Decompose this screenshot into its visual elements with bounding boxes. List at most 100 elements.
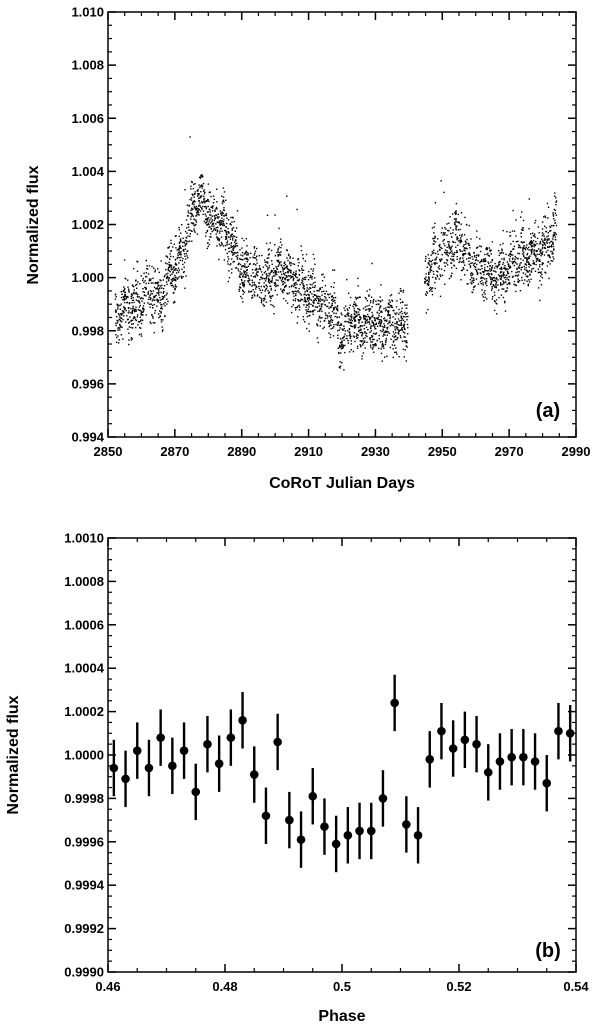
light-curve-point (519, 263, 521, 265)
light-curve-point (127, 279, 129, 281)
light-curve-point (554, 236, 557, 238)
light-curve-point (555, 214, 557, 216)
light-curve-point (117, 329, 119, 331)
light-curve-point (303, 288, 306, 290)
light-curve-point (507, 263, 509, 265)
phase-folded-y-tick-label: 0.9992 (64, 921, 104, 936)
light-curve-point (152, 290, 155, 292)
light-curve-point (440, 268, 443, 270)
light-curve-point (405, 307, 408, 309)
light-curve-point (517, 258, 519, 260)
light-curve-point (259, 267, 261, 269)
light-curve-point (407, 327, 409, 329)
light-curve-point (131, 338, 133, 340)
light-curve-point (154, 309, 156, 312)
light-curve-point (546, 241, 548, 243)
light-curve-point (489, 270, 492, 272)
light-curve-point (388, 321, 390, 323)
light-curve-point (533, 235, 536, 237)
light-curve-point (508, 283, 510, 285)
light-curve-point (382, 344, 385, 346)
light-curve-point (318, 317, 320, 319)
light-curve-point (406, 323, 409, 326)
light-curve-point (460, 237, 462, 239)
light-curve-point (135, 284, 137, 286)
light-curve-point (169, 253, 171, 255)
light-curve-point (290, 285, 293, 288)
light-curve-point (480, 276, 482, 278)
light-curve-point (530, 253, 533, 255)
phase-folded-point (437, 726, 446, 736)
light-curve-point (366, 318, 368, 320)
light-curve-point (469, 265, 472, 267)
light-curve-point (498, 297, 500, 299)
light-curve-point (341, 347, 344, 350)
light-curve-point (128, 290, 130, 292)
light-curve-point (515, 290, 517, 293)
light-curve-point (119, 325, 121, 327)
light-curve-point (256, 295, 259, 297)
light-curve-point (257, 294, 259, 296)
light-curve-point (389, 346, 391, 349)
light-curve-point (258, 287, 261, 290)
light-curve-point (154, 295, 156, 297)
light-curve-point (120, 334, 122, 336)
light-curve-point (330, 316, 332, 319)
light-curve-point (549, 263, 551, 265)
light-curve-point (172, 246, 174, 248)
light-curve-point (243, 258, 246, 260)
light-curve-point (433, 226, 435, 228)
light-curve-point (538, 259, 541, 261)
light-curve-point (396, 327, 399, 329)
light-curve-point (178, 235, 180, 238)
light-curve-point (446, 250, 448, 252)
light-curve-point (329, 293, 331, 295)
light-curve-point (309, 291, 312, 293)
light-curve-point (146, 265, 148, 267)
light-curve-point (310, 276, 312, 278)
light-curve-point (395, 347, 397, 349)
light-curve-point (152, 315, 154, 318)
light-curve-point (538, 243, 541, 245)
light-curve-point (400, 322, 402, 324)
light-curve-point (498, 250, 500, 252)
light-curve-point (527, 285, 529, 287)
light-curve-point (517, 240, 519, 242)
light-curve-point (522, 250, 524, 252)
light-curve-point (221, 211, 223, 213)
light-curve-point (226, 234, 228, 236)
light-curve-point (337, 329, 339, 332)
light-curve-point (339, 367, 341, 369)
light-curve-point (323, 276, 326, 278)
light-curve-point (486, 253, 488, 256)
light-curve-point (192, 202, 194, 204)
light-curve-point (142, 288, 144, 290)
light-curve-point (523, 251, 525, 254)
light-curve-point (552, 238, 554, 240)
light-curve-point (403, 340, 406, 342)
light-curve-point (193, 183, 195, 186)
light-curve-point (403, 323, 406, 325)
light-curve-point (360, 317, 362, 319)
light-curve-point (163, 276, 166, 278)
light-curve-point (182, 241, 184, 244)
light-curve-point (210, 236, 212, 238)
light-curve-point (221, 195, 223, 197)
light-curve-point (153, 331, 155, 334)
light-curve-point (174, 284, 177, 286)
light-curve-point (335, 312, 337, 315)
light-curve-point (462, 257, 464, 259)
light-curve-point (490, 273, 493, 275)
light-curve-point (255, 257, 257, 259)
light-curve-point (455, 210, 457, 212)
light-curve-point (136, 295, 139, 298)
light-curve-point (267, 269, 269, 271)
light-curve-point (546, 239, 549, 241)
light-curve-point (402, 324, 405, 326)
light-curve-point (330, 320, 332, 322)
light-curve-point (372, 338, 374, 341)
light-curve-point (267, 290, 269, 292)
light-curve-point (526, 259, 528, 261)
light-curve-point (363, 341, 366, 343)
light-curve-point (231, 245, 234, 248)
